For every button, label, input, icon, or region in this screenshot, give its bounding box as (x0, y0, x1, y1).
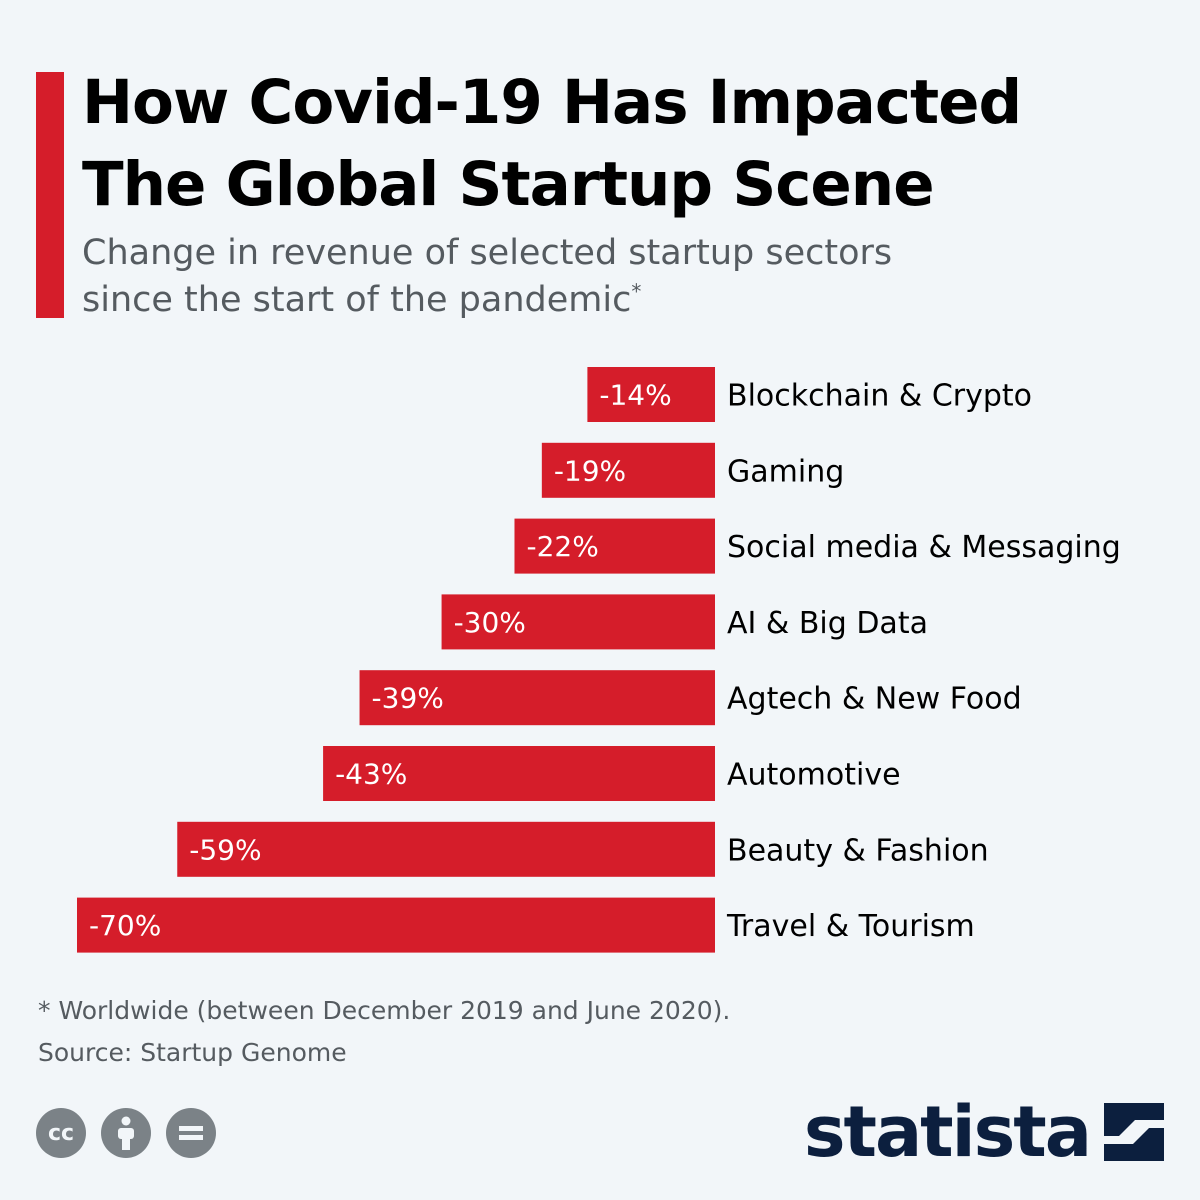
bar-social-media-messaging (514, 518, 715, 574)
value-label-beauty-fashion: -59% (189, 833, 261, 866)
value-label-ai-big-data: -30% (454, 606, 526, 639)
chart-subtitle: Change in revenue of selected startup se… (82, 230, 1082, 324)
value-label-automotive: -43% (335, 758, 407, 791)
bar-agtech-new-food (359, 670, 715, 726)
statista-logo-icon (1104, 1103, 1164, 1161)
statista-brand[interactable]: statista (804, 1092, 1164, 1172)
value-label-travel-tourism: -70% (89, 909, 161, 942)
footnote: * Worldwide (between December 2019 and J… (38, 990, 730, 1074)
bar-automotive (323, 746, 715, 801)
footnote-source: Source: Startup Genome (38, 1038, 347, 1067)
no-derivatives-icon[interactable] (166, 1108, 216, 1158)
category-label-social-media-messaging: Social media & Messaging (727, 530, 1121, 565)
chart-subtitle-line-1: Change in revenue of selected startup se… (82, 233, 893, 273)
category-label-blockchain-crypto: Blockchain & Crypto (727, 379, 1032, 414)
bar-chart: -14% Blockchain & Crypto -19% Gaming -22% Soc… (77, 367, 1121, 953)
bar-blockchain-crypto (587, 367, 715, 422)
creative-commons-icon[interactable]: cc (36, 1108, 86, 1158)
statista-wordmark: statista (803, 1091, 1092, 1173)
bar-beauty-fashion (177, 821, 715, 877)
bar-ai-big-data (441, 594, 715, 650)
cc-icon-label: cc (47, 1120, 75, 1146)
footnote-note: * Worldwide (between December 2019 and J… (38, 996, 731, 1025)
chart-subtitle-line-2: since the start of the pandemic (82, 280, 632, 320)
attribution-icon[interactable] (101, 1108, 151, 1158)
footnote-marker: * (631, 279, 642, 304)
chart-title: How Covid-19 Has Impacted The Global Sta… (82, 62, 1182, 226)
category-label-automotive: Automotive (727, 758, 901, 793)
value-label-social-media-messaging: -22% (526, 530, 598, 563)
value-label-blockchain-crypto: -14% (599, 379, 671, 412)
title-accent-bar (36, 72, 64, 318)
bar-gaming (541, 442, 715, 498)
bar-travel-tourism (77, 897, 715, 953)
value-label-gaming: -19% (554, 454, 626, 487)
license-icons: cc (36, 1108, 216, 1158)
chart-title-line-2: The Global Startup Scene (82, 149, 935, 220)
value-label-agtech-new-food: -39% (372, 682, 444, 715)
category-label-travel-tourism: Travel & Tourism (726, 909, 975, 944)
category-label-beauty-fashion: Beauty & Fashion (727, 833, 989, 868)
category-label-gaming: Gaming (727, 454, 844, 489)
category-label-agtech-new-food: Agtech & New Food (727, 682, 1022, 717)
category-label-ai-big-data: AI & Big Data (727, 606, 928, 641)
chart-title-line-1: How Covid-19 Has Impacted (82, 67, 1022, 138)
